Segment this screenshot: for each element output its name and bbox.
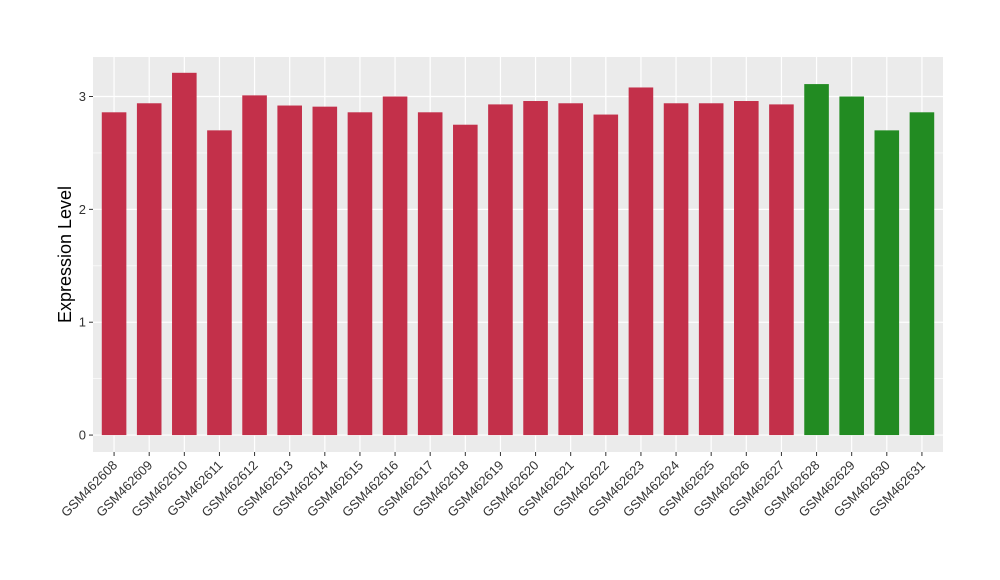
bar-GSM462629 bbox=[839, 96, 864, 436]
bar-GSM462618 bbox=[453, 124, 478, 436]
y-tick-label: 0 bbox=[79, 428, 86, 443]
bar-GSM462617 bbox=[417, 112, 443, 436]
bar-GSM462608 bbox=[101, 112, 127, 436]
bar-GSM462609 bbox=[136, 103, 162, 436]
bar-GSM462611 bbox=[207, 130, 232, 436]
bar-GSM462614 bbox=[312, 106, 338, 436]
bar-GSM462627 bbox=[769, 104, 794, 436]
bar-GSM462624 bbox=[663, 103, 689, 436]
bar-GSM462612 bbox=[242, 95, 267, 436]
minor-gridlines bbox=[93, 152, 943, 379]
y-axis-title: Expression Level bbox=[55, 186, 75, 323]
bar-GSM462620 bbox=[523, 101, 548, 436]
bar-GSM462621 bbox=[558, 103, 583, 436]
bar-GSM462619 bbox=[488, 104, 513, 436]
y-axis: 0 1 2 3 bbox=[79, 89, 93, 443]
plot-panel bbox=[93, 57, 943, 452]
bar-GSM462631 bbox=[909, 112, 935, 436]
bar-GSM462610 bbox=[172, 72, 197, 436]
x-axis: GSM462608GSM462609GSM462610GSM462611GSM4… bbox=[58, 452, 928, 520]
bar-GSM462628 bbox=[804, 84, 829, 436]
bar-GSM462625 bbox=[698, 103, 724, 436]
y-tick-label: 1 bbox=[79, 315, 86, 330]
bar-GSM462626 bbox=[734, 101, 759, 436]
bar-GSM462616 bbox=[382, 96, 408, 436]
bar-GSM462615 bbox=[347, 112, 373, 436]
bars bbox=[101, 72, 935, 436]
y-tick-label: 3 bbox=[79, 89, 86, 104]
bar-GSM462622 bbox=[593, 114, 619, 436]
bar-GSM462613 bbox=[277, 105, 302, 436]
bar-GSM462623 bbox=[628, 87, 654, 436]
bar-GSM462630 bbox=[874, 130, 900, 436]
y-tick-label: 2 bbox=[79, 202, 86, 217]
